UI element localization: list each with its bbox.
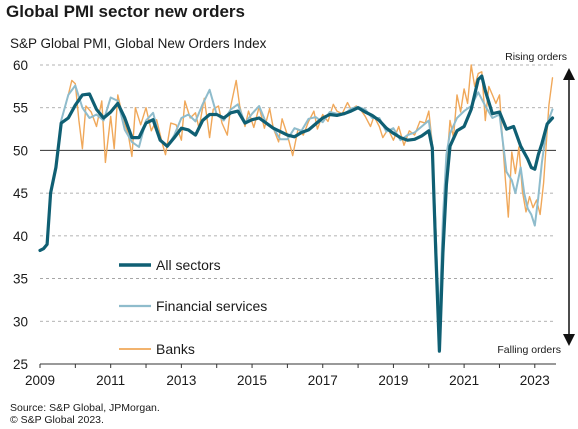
y-tick-label: 60 — [13, 58, 28, 73]
x-tick-label: 2011 — [96, 373, 125, 388]
rising-orders-label: Rising orders — [505, 51, 567, 63]
series-lines — [38, 64, 555, 353]
falling-orders-label: Falling orders — [497, 344, 561, 356]
y-tick-label: 30 — [13, 314, 28, 329]
legend: All sectors Financial services Banks — [119, 257, 267, 357]
arrow-down-icon — [563, 334, 575, 346]
legend-label-all-sectors: All sectors — [156, 257, 221, 273]
legend-label-financial-services: Financial services — [156, 298, 267, 314]
y-tick-label: 40 — [13, 229, 28, 244]
legend-label-banks: Banks — [156, 341, 195, 357]
source-note: Source: S&P Global, JPMorgan. © S&P Glob… — [10, 402, 160, 426]
arrow-up-icon — [563, 68, 575, 80]
y-tick-label: 55 — [13, 101, 28, 116]
series-line-all-sectors — [38, 74, 555, 353]
y-tick-label: 50 — [13, 143, 28, 158]
x-tick-label: 2017 — [308, 373, 338, 388]
chart-title: Global PMI sector new orders — [6, 2, 246, 21]
chart-subtitle: S&P Global PMI, Global New Orders Index — [10, 36, 267, 51]
annotations: Rising orders Falling orders — [497, 51, 575, 356]
series-line-banks — [67, 64, 554, 344]
source-line: Source: S&P Global, JPMorgan. — [10, 402, 160, 414]
x-tick-label: 2021 — [449, 373, 479, 388]
series-line-financial-services — [39, 84, 554, 323]
grid-lines — [40, 64, 556, 322]
y-tick-label: 35 — [13, 272, 28, 287]
x-tick-label: 2019 — [378, 373, 408, 388]
y-tick-label: 45 — [13, 186, 28, 201]
chart-area: 25 30 35 40 45 50 55 60 2009 2011 2013 2015 2017 2019… — [13, 51, 575, 388]
x-tick-label: 2009 — [25, 373, 55, 388]
x-tick-label: 2013 — [166, 373, 196, 388]
axes: 25 30 35 40 45 50 55 60 2009 2011 2013 2015 2017 2019… — [13, 58, 556, 388]
x-tick-label: 2015 — [237, 373, 267, 388]
x-tick-label: 2023 — [520, 373, 550, 388]
copyright-line: © S&P Global 2023. — [10, 414, 104, 426]
y-tick-label: 25 — [13, 357, 28, 372]
